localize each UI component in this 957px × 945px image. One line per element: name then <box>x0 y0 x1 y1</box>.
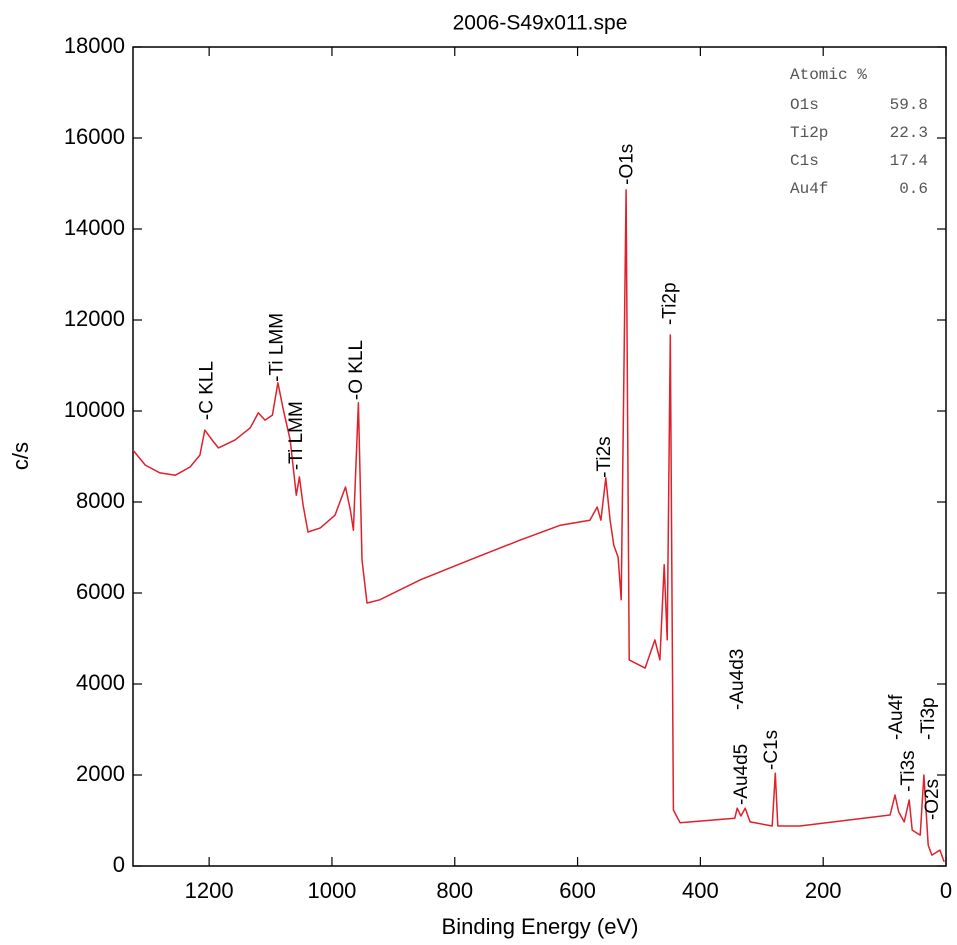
peak-label: -Ti3s <box>898 750 919 792</box>
x-tick-label: 1200 <box>185 878 234 903</box>
peak-label: -Au4d3 <box>727 649 748 710</box>
y-tick-label: 12000 <box>64 306 125 331</box>
peak-label: -C1s <box>761 730 782 770</box>
peak-label: -O KLL <box>346 340 367 400</box>
y-tick-label: 2000 <box>76 761 125 786</box>
peak-label: -Au4f <box>886 694 907 740</box>
peak-label: -Ti LMM <box>266 313 287 382</box>
y-tick-label: 8000 <box>76 488 125 513</box>
table-element: C1s <box>790 152 819 170</box>
table-element: Ti2p <box>790 124 828 142</box>
y-tick-label: 6000 <box>76 579 125 604</box>
x-tick-label: 400 <box>682 878 719 903</box>
y-tick-label: 0 <box>113 852 125 877</box>
x-tick-label: 600 <box>559 878 596 903</box>
y-tick-label: 16000 <box>64 124 125 149</box>
table-percent: 0.6 <box>899 180 928 198</box>
peak-label: -Ti LMM <box>286 401 307 470</box>
table-header: Atomic % <box>790 66 867 84</box>
plot-frame <box>132 46 947 867</box>
x-tick-label: 0 <box>940 878 952 903</box>
x-tick-label: 1000 <box>307 878 356 903</box>
table-percent: 17.4 <box>890 152 928 170</box>
peak-label: -O1s <box>616 144 637 185</box>
peak-label: -O2s <box>922 779 943 820</box>
x-tick-label: 800 <box>436 878 473 903</box>
peak-label: -Au4d5 <box>731 744 752 805</box>
y-tick-label: 4000 <box>76 670 125 695</box>
peak-label: -Ti2s <box>594 436 615 478</box>
y-axis-label: c/s <box>8 442 33 470</box>
x-axis-label: Binding Energy (eV) <box>442 914 639 939</box>
y-tick-label: 10000 <box>64 397 125 422</box>
table-percent: 22.3 <box>890 124 928 142</box>
y-tick-label: 14000 <box>64 215 125 240</box>
peak-label: -C KLL <box>196 361 217 420</box>
spectrum-line <box>132 189 945 863</box>
table-element: Au4f <box>790 180 828 198</box>
table-percent: 59.8 <box>890 96 928 114</box>
x-tick-label: 200 <box>805 878 842 903</box>
peak-label: -Ti2p <box>659 282 680 325</box>
chart-title: 2006-S49x011.spe <box>453 12 628 35</box>
peak-label: -Ti3p <box>918 697 939 740</box>
table-element: O1s <box>790 96 819 114</box>
y-tick-label: 18000 <box>64 33 125 58</box>
